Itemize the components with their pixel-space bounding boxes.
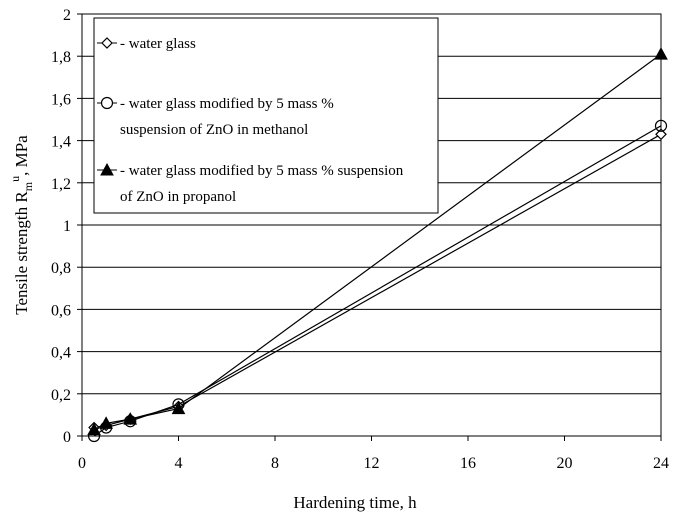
x-tick-label: 4 [175,455,183,472]
data-point-triangle [123,412,138,425]
series-layer [87,47,668,443]
y-tick-label: 1,8 [51,49,71,66]
data-point-circle [654,119,668,132]
legend-box [93,17,439,214]
y-axis-title-main: Tensile strength R [12,191,31,315]
legend-item-methanol: - water glass modified by 5 mass % suspe… [97,96,334,138]
y-axis-title-unit: , MPa [12,135,31,176]
y-tick-label: 1,2 [51,176,71,193]
x-tick-label: 20 [557,455,573,472]
x-tick-label: 24 [653,455,669,472]
legend-label-water-glass: - water glass [120,36,196,52]
legend-circle-marker-icon [100,96,114,110]
legend-item-water-glass: - water glass [97,36,196,52]
data-point-triangle [171,401,186,415]
legend: - water glass - water glass modified by … [93,17,439,214]
data-point-triangle [99,416,113,429]
legend-label-propanol-line2: of ZnO in propanol [120,189,236,205]
x-axis-ticks: 0 4 8 12 16 20 24 [78,436,669,472]
y-axis-title-sup: u [8,176,22,182]
legend-label-methanol-line1: - water glass modified by 5 mass % [120,96,334,112]
y-axis-ticks: 0 0,2 0,4 0,6 0,8 1 1,2 1,4 1,6 1,8 2 [51,7,82,446]
data-point-diamond [655,128,667,141]
y-tick-label: 2 [63,7,71,24]
y-axis-title: Tensile strength Rmu, MPa [8,135,35,315]
y-tick-label: 1 [63,218,71,235]
x-tick-label: 0 [78,455,86,472]
legend-label-methanol-line2: suspension of ZnO in methanol [120,122,308,138]
legend-label-propanol-line1: - water glass modified by 5 mass % suspe… [120,163,404,179]
y-tick-label: 1,6 [51,91,71,108]
x-tick-label: 16 [460,455,476,472]
legend-diamond-marker-icon [101,37,113,49]
x-tick-label: 12 [364,455,380,472]
legend-item-propanol: - water glass modified by 5 mass % suspe… [97,162,404,205]
x-tick-label: 8 [271,455,279,472]
y-tick-label: 0,6 [51,302,71,319]
y-tick-label: 0,2 [51,387,71,404]
x-axis-title: Hardening time, h [293,493,417,512]
y-tick-label: 0 [63,429,71,446]
y-axis-title-sub: m [21,181,35,191]
legend-triangle-marker-icon [100,162,114,176]
y-tick-label: 0,4 [51,345,71,362]
y-tick-label: 1,4 [51,134,71,151]
series-triangle [87,47,668,436]
y-tick-label: 0,8 [51,260,71,277]
data-point-triangle [654,47,668,60]
data-point-triangle [87,422,101,436]
